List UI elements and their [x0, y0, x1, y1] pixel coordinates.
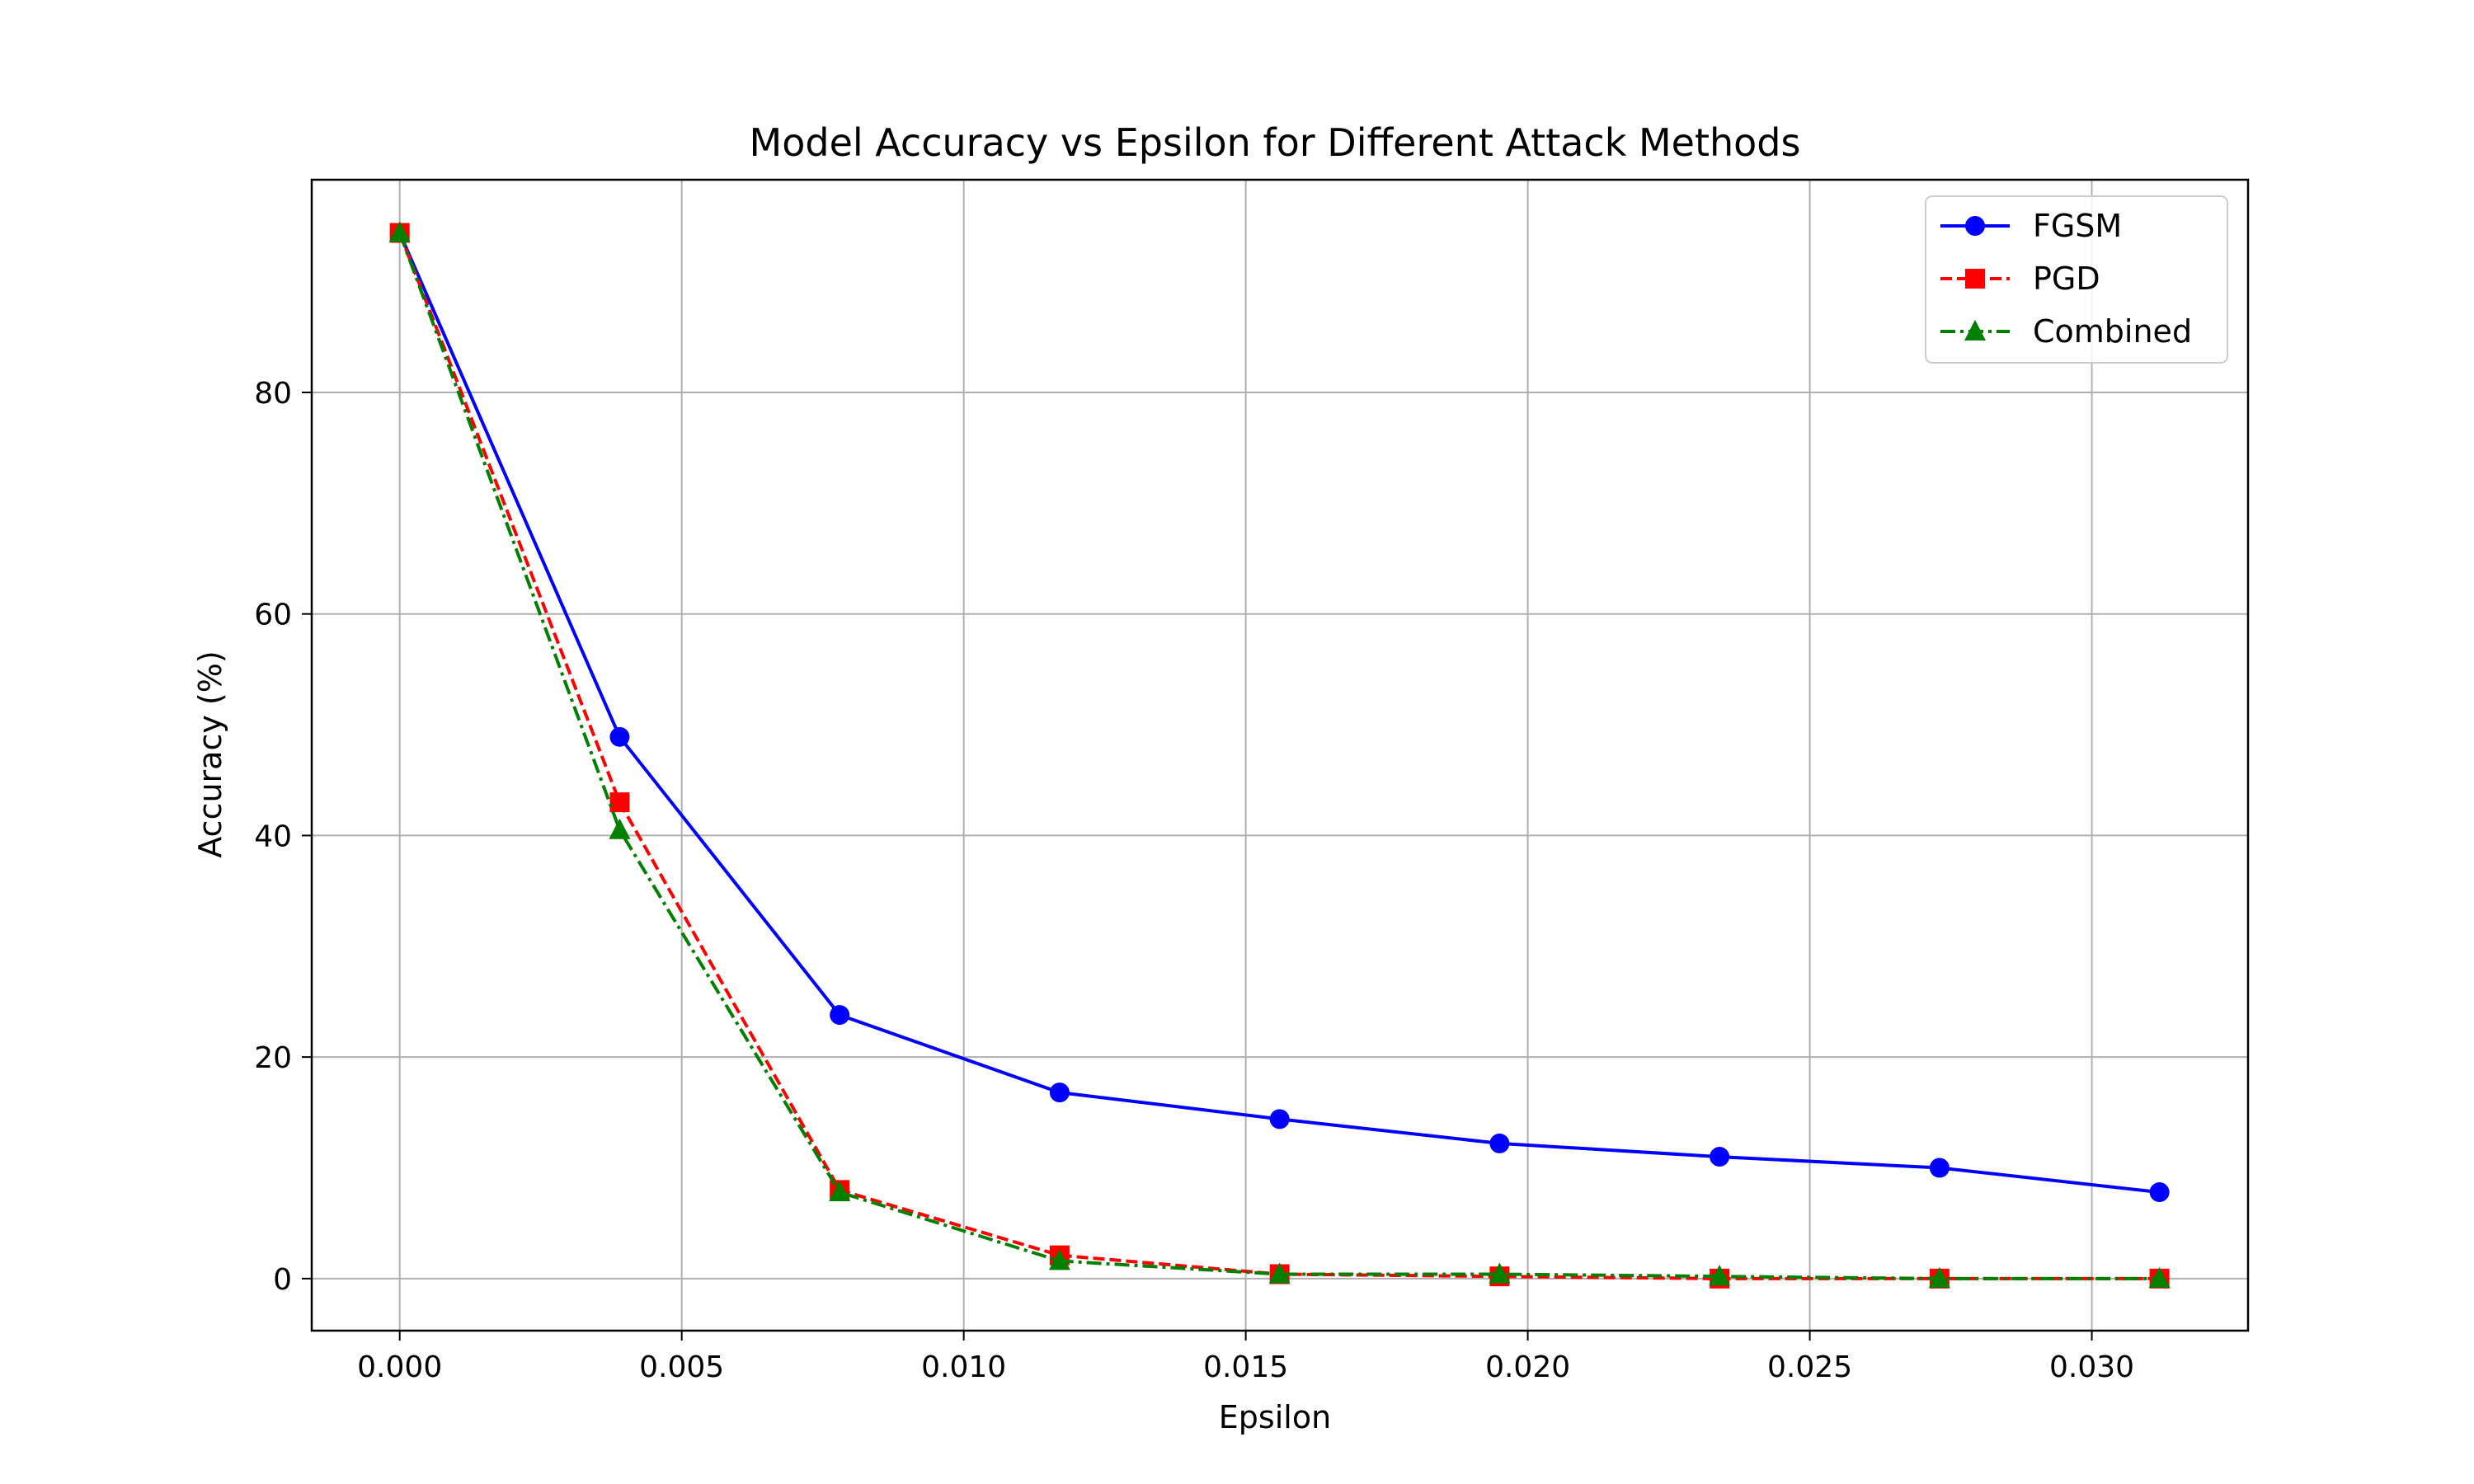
x-tick-label: 0.020 [1485, 1350, 1570, 1384]
legend-item-pgd: PGD [1940, 261, 2100, 297]
x-tick-label: 0.015 [1203, 1350, 1288, 1384]
data-point-combined [1709, 1265, 1731, 1286]
series-line-fgsm [397, 232, 2160, 1195]
legend-label-pgd: PGD [2033, 261, 2100, 297]
data-point-combined [1928, 1266, 1950, 1288]
series-line-combined [397, 232, 2160, 1280]
x-tick-label: 0.000 [357, 1350, 442, 1384]
y-tick-label: 0 [273, 1263, 292, 1297]
x-axis-label: Epsilon [1219, 1399, 1331, 1435]
x-tick-label: 0.010 [921, 1350, 1006, 1384]
legend-label-fgsm: FGSM [2033, 208, 2122, 244]
data-point-pgd [609, 792, 630, 813]
legend-marker-fgsm [1965, 216, 1985, 236]
y-tick-label: 60 [254, 599, 292, 632]
data-point-combined [1048, 1249, 1070, 1270]
data-point-fgsm [1049, 1082, 1070, 1103]
legend-marker-combined [1964, 320, 1986, 340]
legend-item-fgsm: FGSM [1940, 208, 2122, 244]
x-tick-label: 0.025 [1767, 1350, 1852, 1384]
chart-title: Model Accuracy vs Epsilon for Different … [750, 120, 1801, 165]
data-point-fgsm [1489, 1133, 1510, 1153]
data-point-fgsm [609, 726, 630, 747]
ticks-layer: 0.000 0.005 0.010 0.015 0.020 0.025 0.030 0 20 40… [254, 377, 2134, 1384]
grid-layer [312, 180, 2248, 1331]
legend-item-combined: Combined [1940, 313, 2192, 350]
x-tick-label: 0.030 [2049, 1350, 2134, 1384]
data-point-combined [829, 1181, 851, 1202]
plot-frame [310, 178, 2250, 1332]
data-point-combined [2148, 1266, 2171, 1288]
data-point-fgsm [1269, 1109, 1290, 1129]
legend-marker-pgd [1965, 269, 1985, 289]
data-point-combined [1489, 1262, 1511, 1284]
data-point-combined [388, 221, 411, 242]
y-tick-label: 40 [254, 819, 292, 853]
series-combined [388, 221, 2171, 1288]
y-axis-label: Accuracy (%) [192, 650, 228, 857]
series-layer [388, 221, 2171, 1289]
legend: FGSM PGD Combined [1925, 195, 2228, 364]
data-point-fgsm [830, 1005, 850, 1026]
x-tick-label: 0.005 [639, 1350, 724, 1384]
data-point-fgsm [1710, 1147, 1730, 1167]
data-point-fgsm [2149, 1182, 2170, 1203]
data-point-combined [609, 818, 631, 839]
data-point-combined [1268, 1262, 1291, 1284]
data-point-fgsm [1929, 1158, 1950, 1178]
legend-box [1925, 195, 2228, 364]
y-tick-label: 80 [254, 377, 292, 411]
y-tick-label: 20 [254, 1041, 292, 1075]
series-fgsm [389, 223, 2170, 1203]
legend-label-combined: Combined [2033, 313, 2192, 350]
